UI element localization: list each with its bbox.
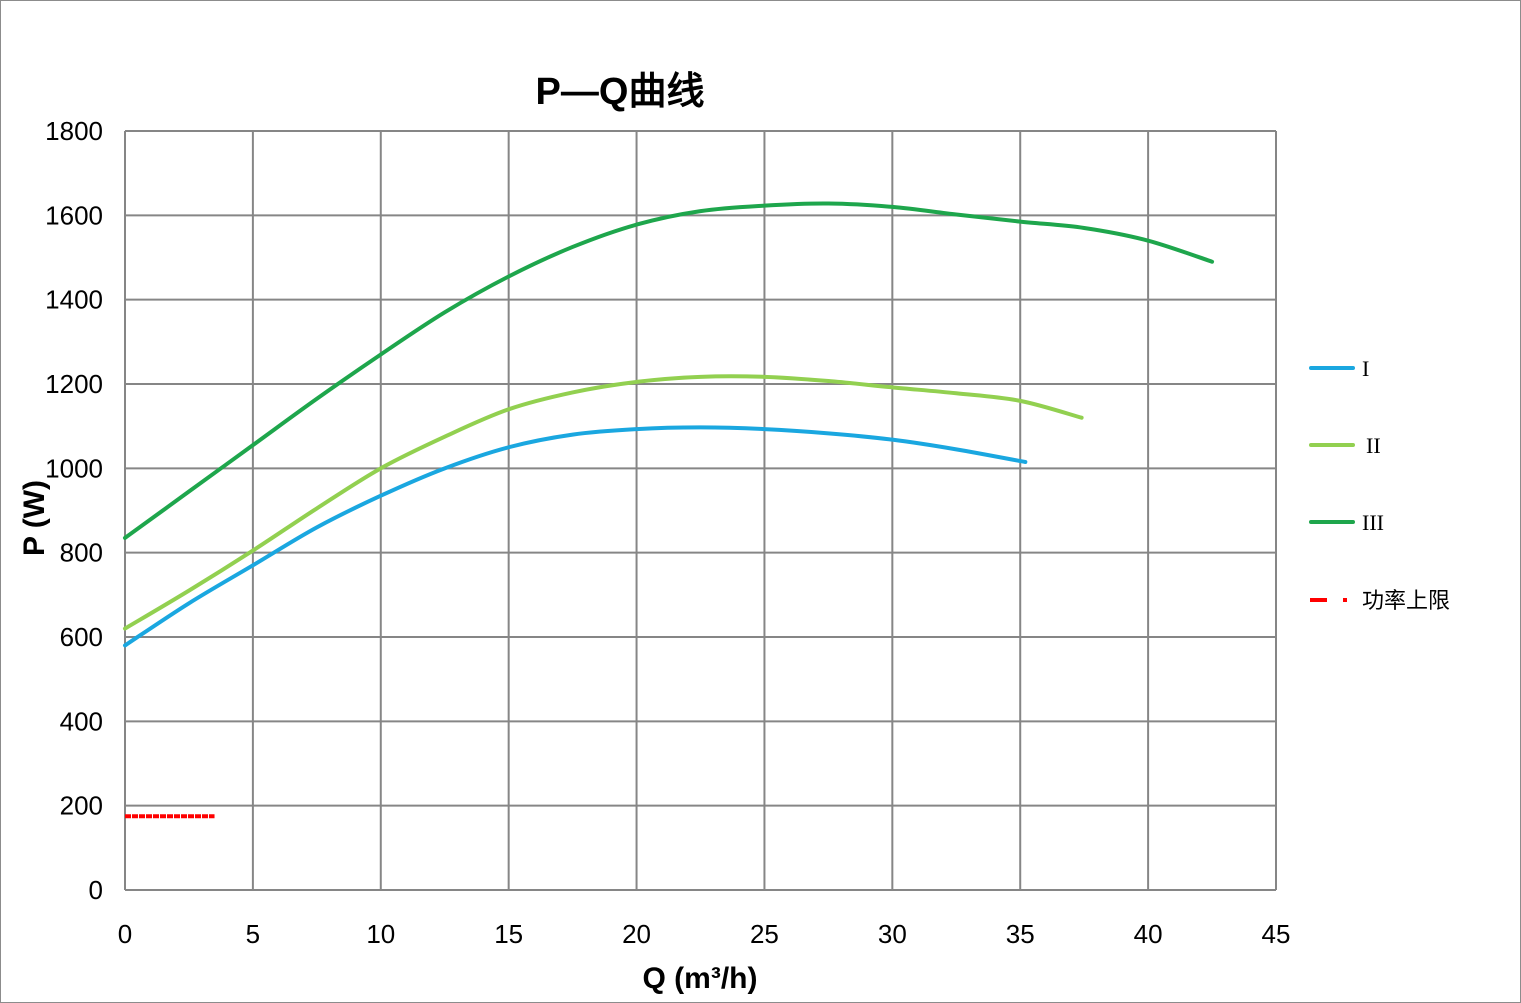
- y-tick-label: 600: [60, 622, 103, 652]
- x-tick-label: 20: [622, 919, 651, 949]
- x-tick-label: 10: [366, 919, 395, 949]
- y-tick-label: 1000: [45, 453, 103, 483]
- legend-label: II: [1366, 433, 1381, 458]
- y-axis-title: P (W): [18, 480, 51, 556]
- x-tick-label: 40: [1134, 919, 1163, 949]
- x-tick-label: 15: [494, 919, 523, 949]
- legend-label: I: [1362, 356, 1369, 381]
- legend-label: III: [1362, 510, 1384, 535]
- x-axis-title: Q (m³/h): [643, 962, 758, 995]
- x-tick-label: 0: [118, 919, 132, 949]
- x-tick-label: 45: [1262, 919, 1291, 949]
- y-tick-label: 1600: [45, 200, 103, 230]
- y-tick-label: 800: [60, 538, 103, 568]
- x-tick-label: 35: [1006, 919, 1035, 949]
- y-tick-label: 400: [60, 706, 103, 736]
- y-tick-label: 1200: [45, 369, 103, 399]
- y-tick-label: 200: [60, 791, 103, 821]
- y-tick-label: 1800: [45, 116, 103, 146]
- chart-title: P—Q曲线: [536, 71, 705, 113]
- series-layer: [123, 201, 1215, 819]
- series-line-2: [123, 374, 1084, 631]
- y-tick-label: 0: [89, 875, 103, 905]
- x-tick-label: 30: [878, 919, 907, 949]
- legend-label: 功率上限: [1362, 588, 1450, 613]
- x-tick-label: 5: [246, 919, 260, 949]
- series-line-1: [123, 425, 1028, 648]
- axis-tick-labels: 0 200 400 600 800 1000 1200 1400 1600 1800 0 5 10 15 2…: [45, 116, 1290, 949]
- series-line-3: [123, 201, 1215, 540]
- x-tick-label: 25: [750, 919, 779, 949]
- y-tick-label: 1400: [45, 285, 103, 315]
- grid: [124, 130, 1277, 891]
